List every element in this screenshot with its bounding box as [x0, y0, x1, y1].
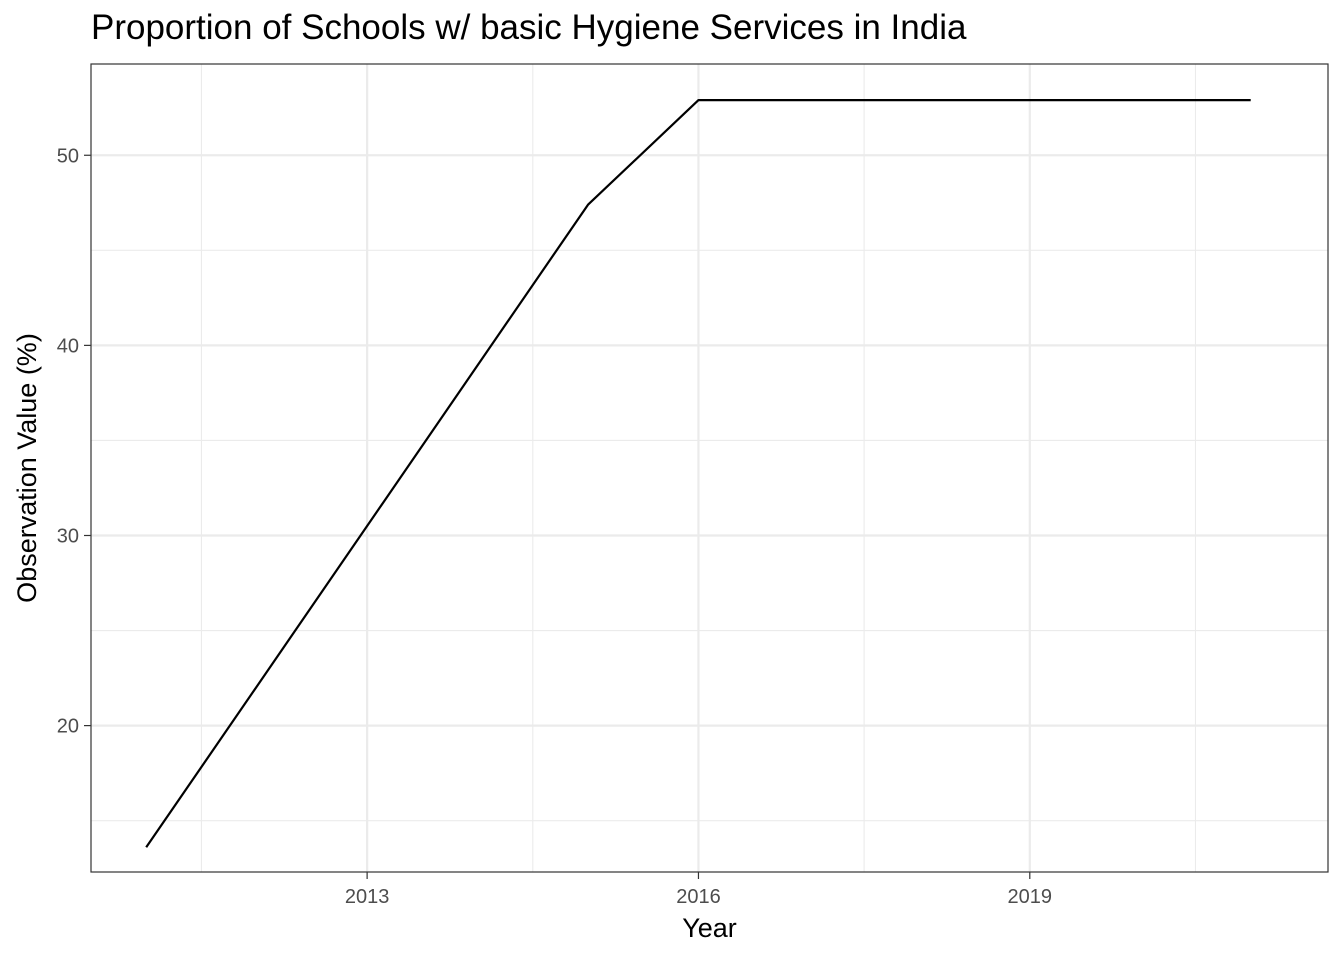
y-axis-title: Observation Value (%): [12, 333, 42, 603]
axis-ticks: [84, 154, 1031, 879]
y-tick-label: 50: [57, 145, 79, 167]
x-tick-label: 2013: [345, 886, 390, 908]
minor-gridlines: [91, 64, 1328, 872]
x-tick-label: 2019: [1008, 886, 1053, 908]
tick-labels: 2013 2016 2019 20 30 40 50: [57, 145, 1052, 908]
panel-border: [90, 63, 1329, 873]
y-tick-label: 40: [57, 335, 79, 357]
y-tick-label: 20: [57, 716, 79, 738]
series-layer: [145, 98, 1251, 848]
y-tick-label: 30: [57, 525, 79, 547]
x-axis-title: Year: [682, 913, 737, 943]
x-tick-label: 2016: [676, 886, 721, 908]
chart-title: Proportion of Schools w/ basic Hygiene S…: [91, 8, 967, 47]
major-gridlines: [91, 64, 1328, 872]
series-line: [145, 98, 1251, 848]
